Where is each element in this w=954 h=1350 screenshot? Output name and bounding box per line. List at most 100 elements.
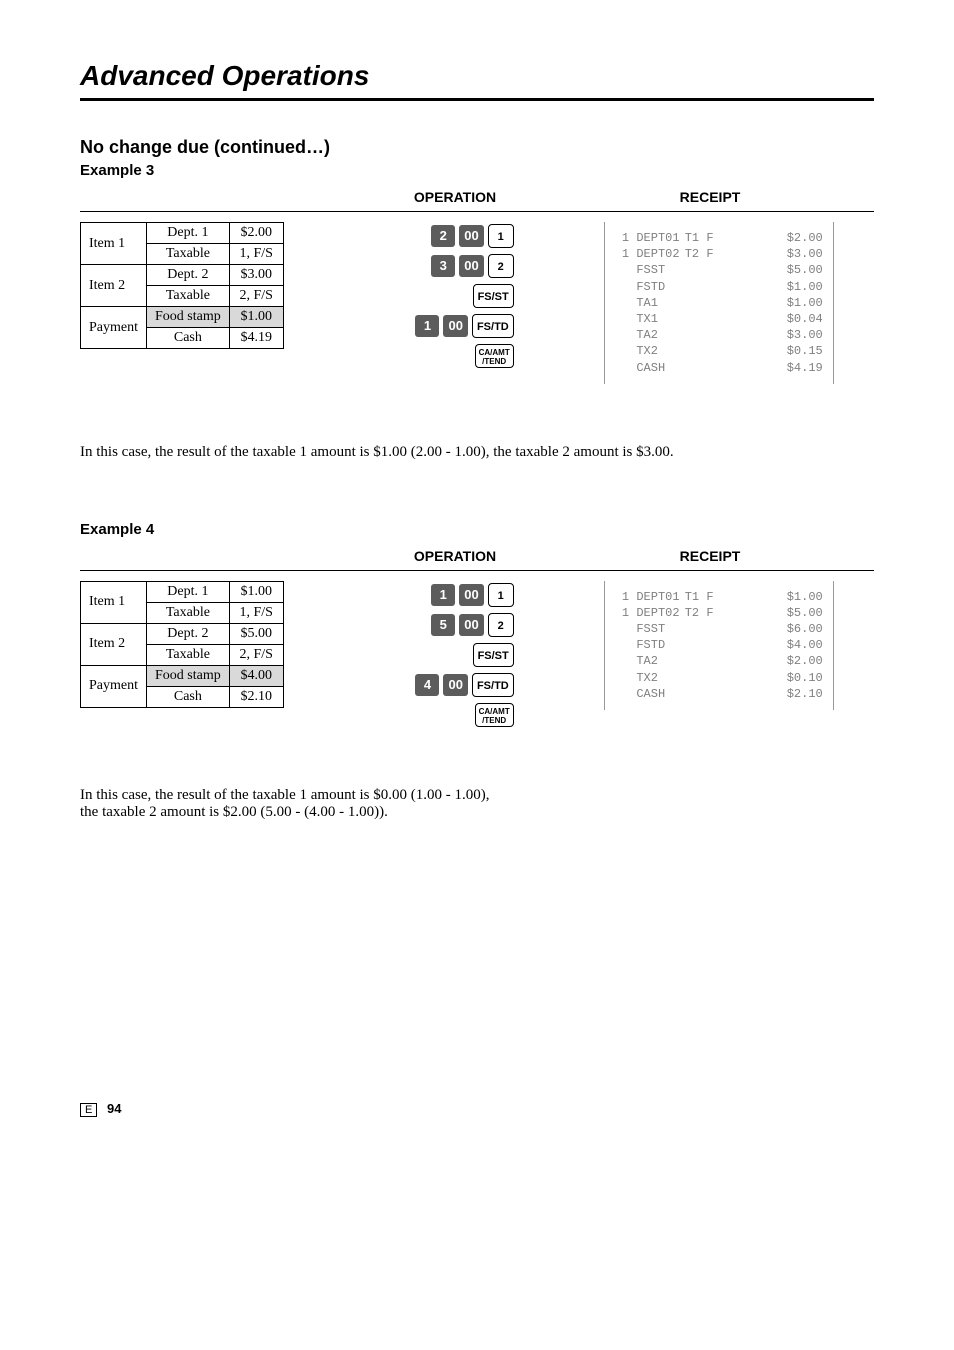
function-key: 1 — [488, 224, 514, 248]
example3-note: In this case, the result of the taxable … — [80, 444, 874, 461]
cell: 2, F/S — [229, 644, 283, 665]
receipt-line: FSTD$1.00 — [615, 279, 823, 295]
receipt-line: TA2$2.00 — [615, 653, 823, 669]
example-4: Example 4 OPERATION RECEIPT Item 1Dept. … — [80, 521, 874, 727]
operation-column: 20013002FS/ST100FS/TDCA/AMT/TEND — [304, 222, 584, 368]
chapter-title: Advanced Operations — [80, 60, 874, 101]
divider — [80, 570, 874, 571]
function-key: FS/ST — [473, 284, 514, 308]
receipt-line: TA2$3.00 — [615, 327, 823, 343]
function-key: FS/ST — [473, 643, 514, 667]
note-line2: the taxable 2 amount is $2.00 (5.00 - (4… — [80, 804, 388, 820]
input-table: Item 1Dept. 1$1.00Taxable1, F/SItem 2Dep… — [80, 581, 284, 708]
cell: $1.00 — [229, 581, 283, 602]
receipt-line: FSTD$4.00 — [615, 637, 823, 653]
numeric-key: 00 — [443, 315, 467, 337]
cell: Dept. 2 — [147, 265, 230, 286]
receipt-line: TA1$1.00 — [615, 295, 823, 311]
op-line: CA/AMT/TEND — [304, 344, 584, 368]
footer-page: 94 — [107, 1101, 121, 1116]
example-label: Example 4 — [80, 521, 874, 538]
cell: 2, F/S — [229, 286, 283, 307]
cell: 1, F/S — [229, 602, 283, 623]
receipt-line: CASH$2.10 — [615, 686, 823, 702]
section-title: No change due (continued…) — [80, 137, 874, 158]
receipt-line: TX2$0.10 — [615, 670, 823, 686]
cell: Taxable — [147, 244, 230, 265]
note-line1: In this case, the result of the taxable … — [80, 787, 490, 803]
receipt-line: 1 DEPT02T2 F$3.00 — [615, 246, 823, 262]
row-label: Item 1 — [81, 581, 147, 623]
cell: Dept. 2 — [147, 623, 230, 644]
op-line: 3002 — [304, 254, 584, 278]
op-line: FS/ST — [304, 643, 584, 667]
cell: Taxable — [147, 644, 230, 665]
row-label: Payment — [81, 307, 147, 349]
receipt-header: RECEIPT — [595, 189, 825, 205]
receipt-line: 1 DEPT01T1 F$1.00 — [615, 589, 823, 605]
cell: $2.10 — [229, 686, 283, 707]
cell: Cash — [147, 328, 230, 349]
row-label: Item 1 — [81, 223, 147, 265]
numeric-key: 1 — [415, 315, 439, 337]
numeric-key: 3 — [431, 255, 455, 277]
receipt-header: RECEIPT — [595, 548, 825, 564]
receipt-line: FSST$5.00 — [615, 262, 823, 278]
row-label: Item 2 — [81, 623, 147, 665]
receipt-line: FSST$6.00 — [615, 621, 823, 637]
function-key: FS/TD — [472, 314, 514, 338]
cell: Food stamp — [147, 665, 230, 686]
cell: 1, F/S — [229, 244, 283, 265]
footer-e: E — [80, 1103, 97, 1117]
numeric-key: 2 — [431, 225, 455, 247]
op-line: 2001 — [304, 224, 584, 248]
function-key: 2 — [488, 613, 514, 637]
cell: Dept. 1 — [147, 223, 230, 244]
input-table: Item 1Dept. 1$2.00Taxable1, F/SItem 2Dep… — [80, 222, 284, 349]
cell: Cash — [147, 686, 230, 707]
cell: $4.00 — [229, 665, 283, 686]
receipt-line: 1 DEPT02T2 F$5.00 — [615, 605, 823, 621]
cell: $3.00 — [229, 265, 283, 286]
cell: $4.19 — [229, 328, 283, 349]
op-line: FS/ST — [304, 284, 584, 308]
cell: Food stamp — [147, 307, 230, 328]
divider — [80, 211, 874, 212]
numeric-key: 1 — [431, 584, 455, 606]
op-line: 1001 — [304, 583, 584, 607]
receipt-panel: 1 DEPT01T1 F$2.00 1 DEPT02T2 F$3.00 FSST… — [604, 222, 834, 384]
op-line: 100FS/TD — [304, 314, 584, 338]
cell: $5.00 — [229, 623, 283, 644]
example4-note: In this case, the result of the taxable … — [80, 787, 874, 821]
numeric-key: 4 — [415, 674, 439, 696]
numeric-key: 00 — [459, 255, 483, 277]
operation-header: OPERATION — [315, 189, 595, 205]
function-key: FS/TD — [472, 673, 514, 697]
operation-column: 10015002FS/ST400FS/TDCA/AMT/TEND — [304, 581, 584, 727]
op-line: CA/AMT/TEND — [304, 703, 584, 727]
cell: $1.00 — [229, 307, 283, 328]
function-key: CA/AMT/TEND — [475, 344, 514, 368]
numeric-key: 00 — [459, 584, 483, 606]
function-key: CA/AMT/TEND — [475, 703, 514, 727]
operation-header: OPERATION — [315, 548, 595, 564]
row-label: Item 2 — [81, 265, 147, 307]
cell: $2.00 — [229, 223, 283, 244]
numeric-key: 00 — [443, 674, 467, 696]
example-label: Example 3 — [80, 162, 874, 179]
cell: Dept. 1 — [147, 581, 230, 602]
op-line: 400FS/TD — [304, 673, 584, 697]
page-footer: E 94 — [80, 1101, 874, 1117]
numeric-key: 5 — [431, 614, 455, 636]
op-line: 5002 — [304, 613, 584, 637]
receipt-panel: 1 DEPT01T1 F$1.00 1 DEPT02T2 F$5.00 FSST… — [604, 581, 834, 710]
numeric-key: 00 — [459, 614, 483, 636]
cell: Taxable — [147, 602, 230, 623]
cell: Taxable — [147, 286, 230, 307]
receipt-line: TX2$0.15 — [615, 343, 823, 359]
example-3: Example 3 OPERATION RECEIPT Item 1Dept. … — [80, 162, 874, 384]
function-key: 2 — [488, 254, 514, 278]
row-label: Payment — [81, 665, 147, 707]
function-key: 1 — [488, 583, 514, 607]
receipt-line: CASH$4.19 — [615, 360, 823, 376]
